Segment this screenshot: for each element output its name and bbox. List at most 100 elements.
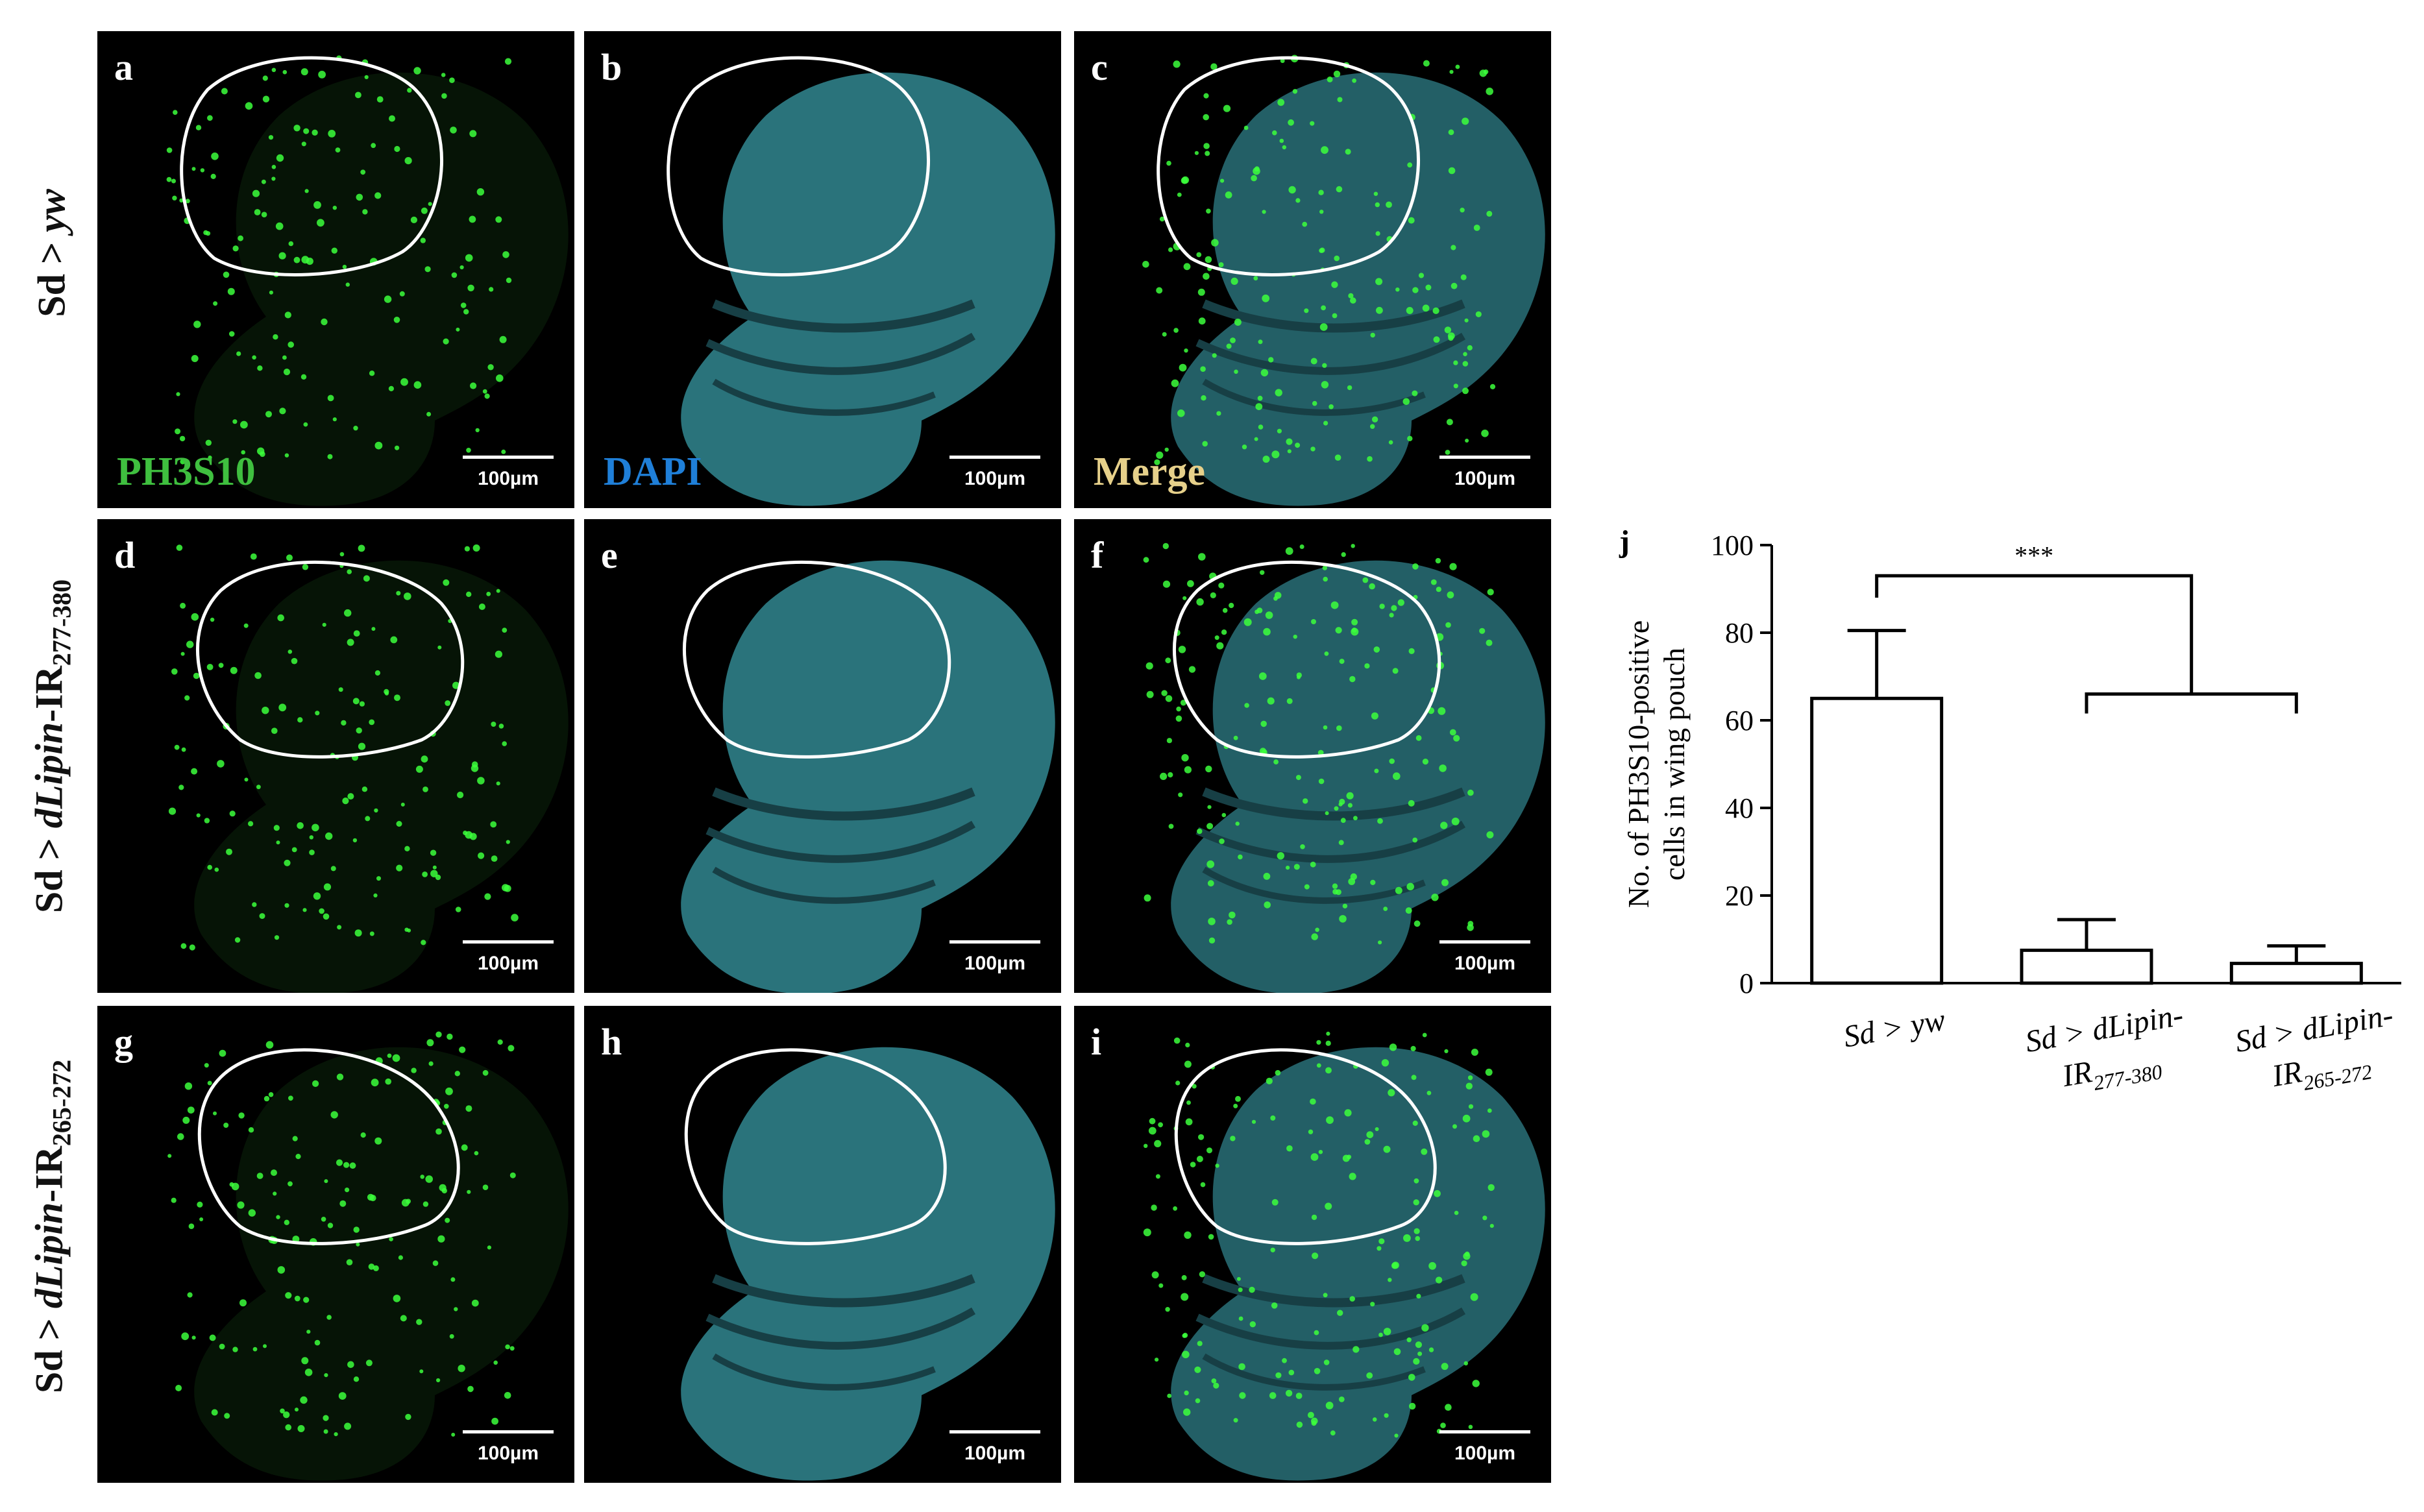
x-tick-label-2: Sd > dLipin-IR277-380 <box>2023 997 2194 1105</box>
tissue-disc <box>194 72 569 506</box>
scale-bar: 100µm <box>463 1430 554 1465</box>
y-tick-label: 20 <box>1725 880 1754 912</box>
panel-letter: e <box>601 534 618 576</box>
scale-bar-line <box>1439 456 1530 459</box>
micrograph-panel-c: c Merge 100µm <box>1074 31 1551 508</box>
wing-pouch-outline <box>195 561 465 759</box>
row-label-3-prefix: Sd > <box>27 1308 71 1394</box>
channel-label: PH3S10 <box>117 450 256 494</box>
row-label-3-suffix: -IR <box>27 1146 71 1202</box>
panel-letter-j: j <box>1619 524 1630 559</box>
micrograph-image <box>166 55 569 506</box>
micrograph-panel-i: i 100µm <box>1074 1006 1551 1483</box>
row-label-3-sub: 265-272 <box>47 1059 77 1147</box>
tissue-disc <box>1171 1047 1545 1481</box>
wing-pouch-outline <box>1157 56 1420 276</box>
tissue-disc <box>681 560 1055 993</box>
scale-bar-line <box>949 1430 1040 1433</box>
wing-pouch-outline <box>1174 1048 1437 1245</box>
panel-letter: c <box>1091 46 1108 88</box>
scale-bar-line <box>949 456 1040 459</box>
y-tick-label: 100 <box>1711 530 1754 561</box>
scale-bar-label: 100µm <box>1454 953 1515 974</box>
row-label-1-prefix: Sd > <box>30 232 73 317</box>
panel-letter: b <box>601 46 622 88</box>
tissue-disc <box>194 1047 569 1481</box>
y-tick-label: 0 <box>1739 968 1754 999</box>
tissue-disc <box>1171 560 1545 993</box>
y-tick-label: 40 <box>1725 792 1754 824</box>
micrograph-image <box>1142 55 1545 506</box>
micrograph-panel-d: d 100µm <box>97 519 574 993</box>
channel-label: DAPI <box>604 450 702 494</box>
scale-bar-label: 100µm <box>477 1443 539 1464</box>
micrograph-panel-e: e 100µm <box>584 519 1061 993</box>
panel-letter: i <box>1091 1021 1102 1063</box>
micrograph-image <box>681 560 1055 993</box>
panel-letter: f <box>1091 534 1104 576</box>
y-axis-label: No. of PH3S10-positivecells in wing pouc… <box>1622 620 1691 908</box>
micrograph-panel-b: b DAPI 100µm <box>584 31 1061 508</box>
panel-letter: a <box>114 46 133 88</box>
scale-bar-line <box>1439 1430 1530 1433</box>
scale-bar-label: 100µm <box>964 468 1025 489</box>
wing-pouch-outline <box>180 56 443 276</box>
significance-bracket-inner <box>2085 692 2298 714</box>
bar-3 <box>2229 962 2363 985</box>
tissue-disc <box>681 1047 1055 1481</box>
panel-letter: d <box>114 534 136 576</box>
panel-letter: g <box>114 1021 133 1063</box>
tissue-disc <box>681 72 1055 506</box>
scale-bar-label: 100µm <box>1454 1443 1515 1464</box>
bar-chart-j: j 0 20 40 60 80 100 No. of PH3S10-positivecells… <box>1619 524 2404 1105</box>
scale-bar: 100µm <box>949 940 1040 975</box>
significance-bracket-outer <box>1875 574 2194 694</box>
micrograph-image <box>667 56 1055 506</box>
wing-pouch-outline <box>1172 561 1441 759</box>
micrograph-panel-h: h 100µm <box>584 1006 1061 1483</box>
micrograph-panel-a: a PH3S10 100µm <box>97 31 574 508</box>
wing-pouch-outline <box>684 1048 947 1245</box>
channel-label: Merge <box>1094 450 1206 494</box>
x-tick-label-3: Sd > dLipin-IR265-272 <box>2233 997 2404 1105</box>
y-tick-label: 60 <box>1725 705 1754 737</box>
micrograph-image <box>167 1031 569 1481</box>
micrograph-panel-g: g 100µm <box>97 1006 574 1483</box>
scale-bar: 100µm <box>463 940 554 975</box>
row-label-2-suffix: -IR <box>27 666 71 722</box>
significance-label: *** <box>2014 541 2053 570</box>
panel-letter: h <box>601 1021 622 1063</box>
scale-bar-line <box>1439 940 1530 944</box>
scale-bar: 100µm <box>1439 1430 1530 1465</box>
micrograph-image <box>1143 543 1545 993</box>
scale-bar: 100µm <box>949 456 1040 490</box>
micrograph-panel-f: f 100µm <box>1074 519 1551 993</box>
micrograph-image <box>681 1047 1055 1481</box>
scale-bar-line <box>463 1430 554 1433</box>
row-label-2-prefix: Sd > <box>27 828 71 914</box>
y-tick-label: 80 <box>1725 617 1754 649</box>
wing-pouch-outline <box>682 561 951 759</box>
scale-bar: 100µm <box>1439 940 1530 975</box>
bar-1 <box>1810 696 1944 985</box>
bar-2 <box>2020 948 2153 985</box>
scale-bar: 100µm <box>949 1430 1040 1465</box>
row-label-3-italic: dLipin <box>27 1202 71 1309</box>
scale-bar-line <box>463 456 554 459</box>
micrograph-image <box>168 544 569 993</box>
wing-pouch-outline <box>667 56 930 276</box>
scale-bar-label: 100µm <box>477 953 539 974</box>
scale-bar-line <box>463 940 554 944</box>
tissue-disc <box>194 560 569 993</box>
scale-bar: 100µm <box>463 456 554 490</box>
scale-bar-label: 100µm <box>964 953 1025 974</box>
scale-bar-label: 100µm <box>964 1443 1025 1464</box>
micrograph-image <box>1143 1031 1545 1481</box>
tissue-disc <box>1171 72 1545 506</box>
scale-bar-label: 100µm <box>477 468 539 489</box>
wing-pouch-outline <box>197 1048 460 1245</box>
row-label-2-italic: dLipin <box>27 722 71 829</box>
scale-bar-label: 100µm <box>1454 468 1515 489</box>
x-tick-label-1: Sd > yw <box>1841 1003 1948 1055</box>
scale-bar: 100µm <box>1439 456 1530 490</box>
